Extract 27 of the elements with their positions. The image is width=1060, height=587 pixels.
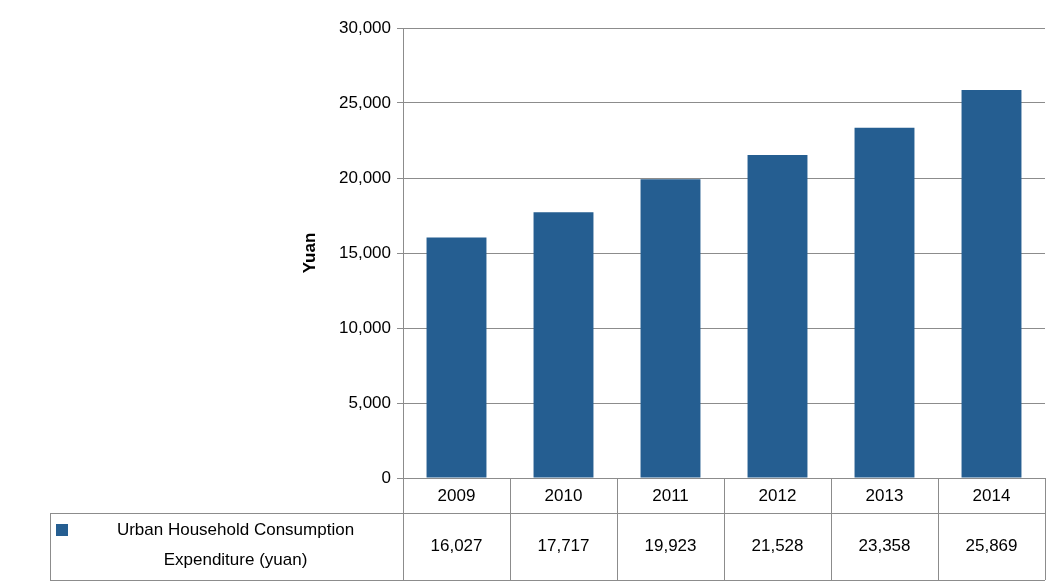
bar: [747, 155, 808, 478]
x-tick-label: 2009: [437, 485, 476, 505]
bar: [426, 237, 487, 478]
x-tick-label: 2014: [972, 485, 1011, 505]
y-tick-label: 0: [381, 467, 391, 487]
x-tick-label: 2013: [865, 485, 904, 505]
bar: [533, 212, 594, 478]
y-axis-title: Yuan: [299, 232, 319, 274]
data-label: 21,528: [751, 536, 804, 556]
y-tick-label: 10,000: [339, 317, 391, 337]
data-label: 19,923: [644, 536, 697, 556]
data-label: 23,358: [858, 536, 911, 556]
y-tick-label: 15,000: [339, 242, 391, 262]
x-tick-label: 2012: [758, 485, 797, 505]
data-label: 16,027: [430, 536, 483, 556]
text: Urban Household Consumption Expenditure (yuan): [116, 520, 355, 570]
y-tick-label: 20,000: [339, 167, 391, 187]
y-tick-label: 5,000: [348, 392, 391, 412]
bar: [961, 89, 1022, 478]
data-label: 25,869: [965, 536, 1018, 556]
y-tick-label: 30,000: [339, 17, 391, 37]
data-label: 17,717: [537, 536, 590, 556]
bar: [640, 179, 701, 478]
bar: [854, 127, 915, 478]
x-tick-label: 2011: [652, 485, 689, 505]
y-tick-label: 25,000: [339, 92, 391, 112]
x-tick-label: 2010: [544, 485, 583, 505]
